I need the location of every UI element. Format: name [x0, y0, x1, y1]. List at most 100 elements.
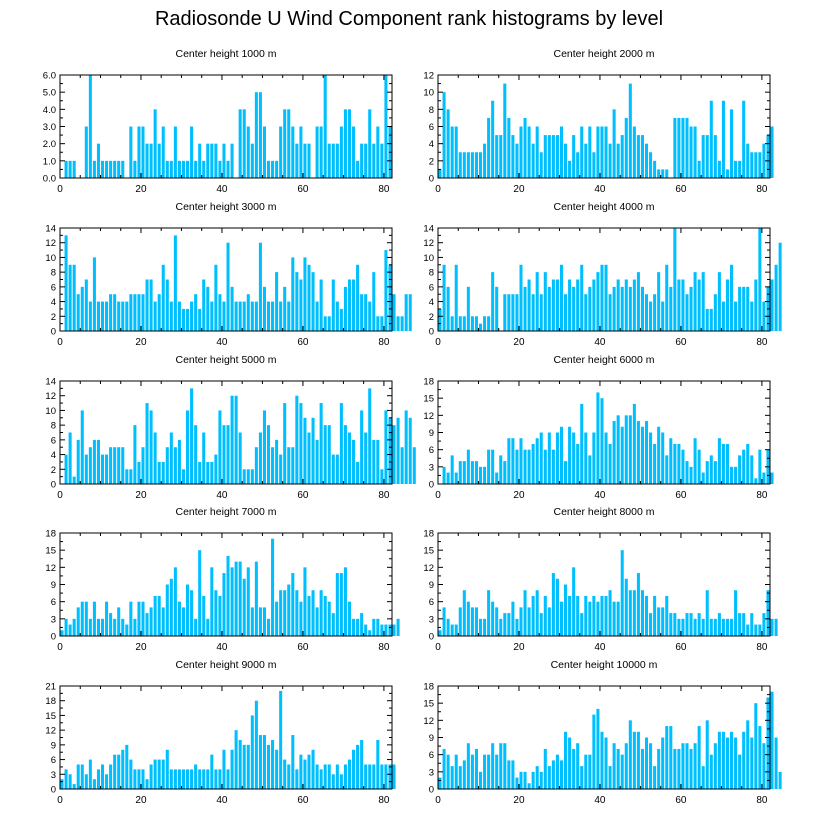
x-tick-label: 60	[297, 642, 309, 653]
histogram-bar	[701, 272, 705, 331]
histogram-bar	[746, 143, 750, 178]
chart-panel: Center height 6000 m 0 20 40 60 80 0 3 6 9 12 15 18	[423, 354, 774, 501]
histogram-bar	[105, 454, 109, 484]
panel-title: Center height 5000 m	[176, 354, 277, 366]
y-tick-label: 0	[429, 785, 434, 796]
histogram-bar	[218, 160, 222, 178]
histogram-bar	[384, 624, 388, 636]
histogram-bar	[218, 769, 222, 789]
x-tick-label: 40	[594, 490, 606, 501]
histogram-bar	[701, 766, 705, 789]
histogram-bar	[693, 743, 697, 789]
histogram-bar	[450, 624, 454, 636]
histogram-bar	[725, 279, 730, 331]
histogram-bar	[92, 601, 96, 636]
histogram-bar	[137, 601, 141, 636]
histogram-bar	[299, 601, 303, 636]
histogram-bar	[153, 109, 157, 178]
chart-panel: Center height 2000 m 0 20 40 60 80 0 2 4 6 8 10 12	[423, 48, 774, 195]
histogram-bar	[141, 294, 145, 331]
histogram-bar	[730, 466, 734, 484]
histogram-bar	[709, 754, 713, 789]
histogram-bar	[279, 590, 283, 636]
y-tick-label: 14	[45, 377, 56, 388]
histogram-bar	[604, 126, 608, 178]
histogram-bar	[133, 769, 137, 789]
histogram-bar	[580, 264, 584, 331]
histogram-bar	[458, 607, 462, 636]
histogram-bar	[262, 607, 266, 636]
histogram-bar	[88, 75, 92, 178]
histogram-bar	[511, 438, 515, 484]
x-tick-label: 40	[594, 184, 606, 195]
histogram-bar	[109, 764, 113, 789]
histogram-bar	[527, 783, 531, 789]
histogram-bar	[730, 264, 734, 331]
histogram-bar	[653, 443, 657, 484]
y-tick-label: 10	[423, 253, 434, 264]
histogram-bar	[551, 760, 555, 789]
histogram-bar	[113, 160, 117, 178]
histogram-bar	[491, 272, 495, 331]
histogram-bar	[388, 764, 392, 789]
histogram-bar	[165, 279, 169, 331]
histogram-bar	[331, 774, 335, 789]
histogram-bar	[234, 301, 238, 331]
histogram-bar	[531, 443, 535, 484]
panel-title: Center height 10000 m	[551, 659, 658, 671]
histogram-bar	[462, 316, 466, 331]
histogram-bar	[408, 417, 412, 484]
histogram-bar	[347, 601, 352, 636]
chart-panel: Center height 10000 m 0 20 40 60 80 0 3 6 9 12 15 18	[423, 659, 782, 806]
y-tick-label: 18	[423, 529, 434, 540]
histogram-bar	[450, 455, 454, 484]
histogram-bar	[165, 160, 169, 178]
histogram-bar	[669, 286, 673, 331]
y-tick-label: 14	[423, 224, 434, 235]
histogram-bar	[555, 135, 559, 178]
y-tick-label: 8	[51, 421, 56, 432]
histogram-bar	[535, 126, 539, 178]
histogram-bar	[446, 286, 450, 331]
histogram-bar	[117, 754, 121, 789]
y-tick-label: 15	[45, 711, 56, 722]
histogram-bar	[503, 743, 507, 789]
histogram-bar	[466, 152, 470, 178]
histogram-bar	[96, 301, 100, 331]
histogram-bar	[507, 117, 511, 178]
histogram-bar	[572, 567, 576, 636]
histogram-bar	[177, 769, 181, 789]
histogram-bar	[327, 764, 331, 789]
histogram-bar	[458, 766, 462, 789]
histogram-bar	[68, 432, 72, 484]
histogram-bar	[242, 469, 246, 484]
histogram-bar	[129, 126, 133, 178]
histogram-bar	[133, 294, 137, 331]
histogram-bar	[246, 294, 250, 331]
histogram-bar	[725, 737, 730, 789]
histogram-bar	[339, 573, 343, 636]
histogram-bar	[392, 624, 396, 636]
histogram-bar	[84, 774, 88, 789]
histogram-bar	[88, 301, 92, 331]
histogram-bar	[177, 301, 181, 331]
histogram-bar	[778, 242, 782, 331]
histogram-bar	[404, 410, 408, 484]
histogram-bar	[149, 143, 153, 178]
x-tick-label: 20	[513, 184, 525, 195]
histogram-bar	[559, 760, 564, 789]
x-tick-label: 40	[216, 642, 228, 653]
histogram-bar	[250, 469, 254, 484]
histogram-bar	[109, 447, 113, 484]
histogram-bar	[356, 744, 360, 789]
x-tick-label: 20	[135, 337, 147, 348]
histogram-bar	[64, 618, 68, 636]
histogram-bar	[616, 601, 620, 636]
histogram-bar	[555, 754, 559, 789]
histogram-bar	[291, 447, 295, 484]
x-tick-label: 80	[756, 184, 768, 195]
x-tick-label: 20	[513, 337, 525, 348]
histogram-bar	[636, 573, 640, 636]
histogram-bar	[612, 109, 616, 178]
y-tick-label: 3	[51, 770, 56, 781]
